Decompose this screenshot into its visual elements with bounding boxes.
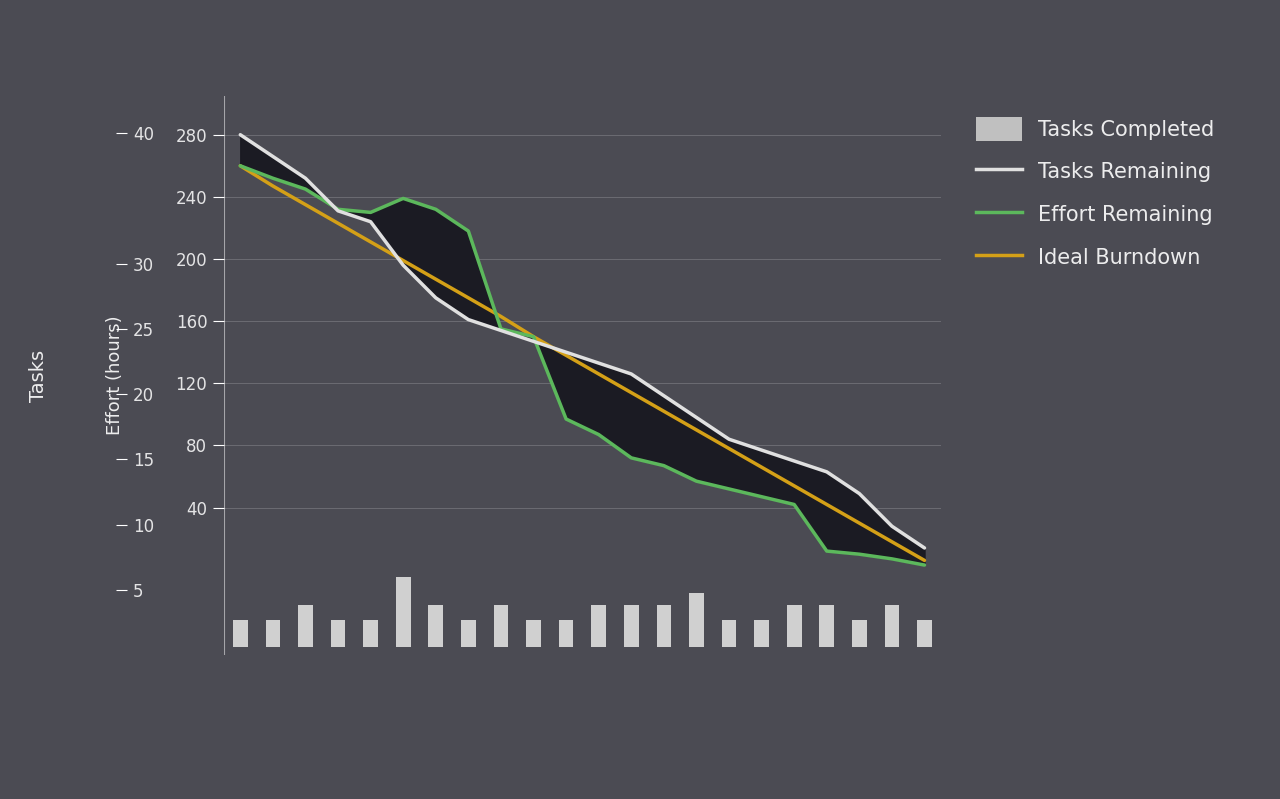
Bar [265, 620, 280, 647]
Bar [657, 605, 671, 647]
Bar [623, 605, 639, 647]
Bar [787, 605, 801, 647]
Bar [918, 620, 932, 647]
Legend: Tasks Completed, Tasks Remaining, Effort Remaining, Ideal Burndown: Tasks Completed, Tasks Remaining, Effort… [965, 106, 1225, 280]
Bar [233, 620, 247, 647]
Bar [429, 605, 443, 647]
Bar [461, 620, 476, 647]
Bar [689, 593, 704, 647]
Text: Effort (hours): Effort (hours) [106, 316, 124, 435]
Bar [884, 605, 900, 647]
Bar [852, 620, 867, 647]
Bar [298, 605, 312, 647]
Bar [526, 620, 541, 647]
Bar [722, 620, 736, 647]
Bar [591, 605, 605, 647]
Text: Tasks: Tasks [29, 349, 47, 402]
Bar [364, 620, 378, 647]
Bar [559, 620, 573, 647]
Bar [330, 620, 346, 647]
Bar [396, 578, 411, 647]
Bar [494, 605, 508, 647]
Bar [819, 605, 835, 647]
Bar [754, 620, 769, 647]
